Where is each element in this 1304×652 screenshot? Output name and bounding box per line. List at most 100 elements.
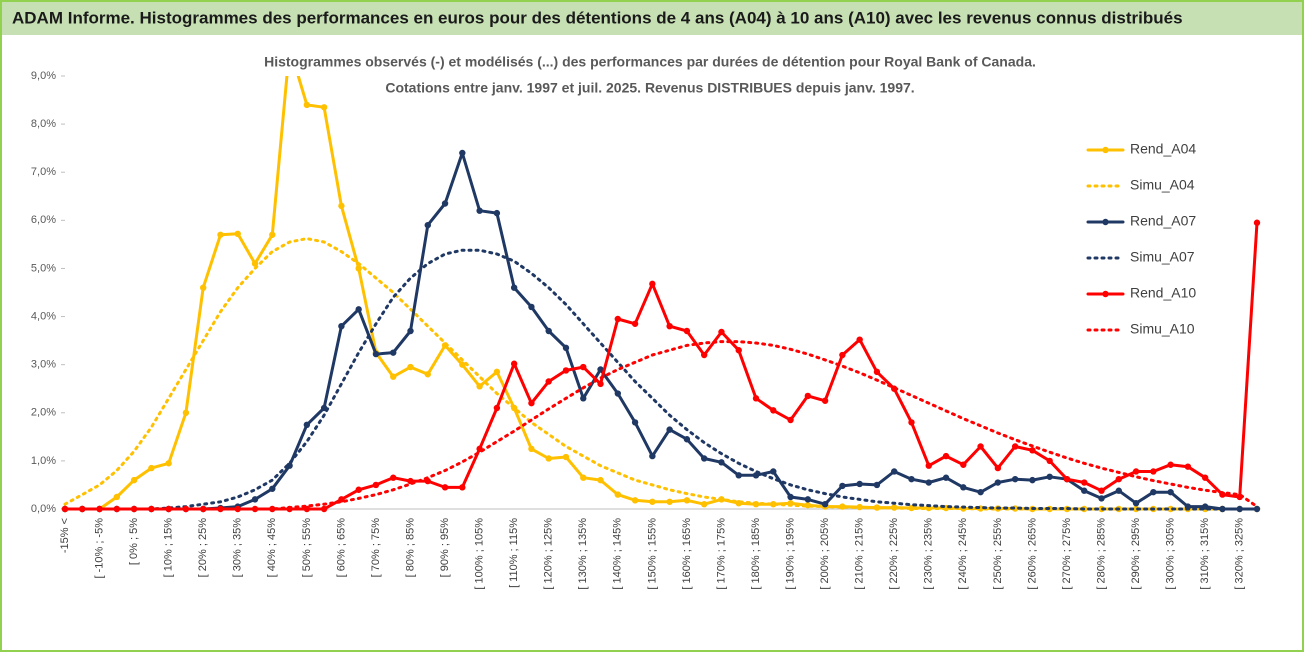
point — [493, 404, 501, 412]
point — [1081, 487, 1088, 494]
point — [234, 505, 241, 513]
legend-label: Rend_A10 — [1130, 285, 1196, 301]
point — [269, 505, 276, 513]
point — [251, 496, 259, 503]
point — [320, 104, 328, 111]
point — [994, 479, 1002, 486]
point — [597, 380, 604, 388]
point — [580, 474, 587, 481]
point — [562, 367, 570, 374]
point — [908, 475, 915, 483]
x-tick-label: [ 170% ; 175% — [715, 518, 727, 590]
point — [1046, 473, 1053, 480]
legend-label: Simu_A07 — [1130, 249, 1195, 265]
x-tick-label: [ 300% ; 305% — [1165, 518, 1177, 590]
point — [459, 149, 466, 157]
x-tick-label: [ 310% ; 315% — [1199, 518, 1211, 590]
point — [942, 474, 950, 481]
x-tick-label: [ 290% ; 295% — [1130, 518, 1142, 590]
point — [856, 480, 863, 488]
point — [424, 221, 431, 229]
y-tick-label: 7,0% — [31, 166, 56, 178]
y-tick-label: 5,0% — [31, 262, 56, 274]
point — [372, 481, 380, 489]
point — [217, 231, 224, 238]
x-tick-label: [ 210% ; 215% — [854, 518, 866, 590]
series-line — [63, 340, 1259, 511]
y-tick-label: 2,0% — [31, 407, 56, 419]
point — [1029, 476, 1036, 484]
point — [338, 322, 345, 330]
point — [338, 202, 345, 210]
legend-marker — [1102, 290, 1109, 298]
point — [130, 476, 138, 484]
x-tick-label: -15% < — [59, 518, 71, 553]
x-tick-label: [ -10% ; -5% — [93, 518, 105, 579]
point — [597, 476, 604, 484]
point — [355, 265, 362, 272]
point — [683, 327, 691, 335]
point — [1011, 443, 1019, 450]
point — [493, 368, 501, 376]
point — [631, 419, 639, 426]
point — [994, 464, 1002, 472]
point — [804, 496, 812, 503]
x-tick-label: [ 20% ; 25% — [197, 518, 209, 578]
point — [1150, 468, 1157, 475]
y-tick-label: 6,0% — [31, 214, 56, 226]
point — [839, 482, 846, 490]
point — [407, 327, 414, 335]
x-tick-label: [ 50% ; 55% — [301, 518, 313, 578]
x-tick-label: [ 130% ; 135% — [577, 518, 589, 590]
point — [1029, 447, 1036, 454]
series-line — [63, 151, 1259, 511]
x-tick-label: [ 320% ; 325% — [1234, 518, 1246, 590]
point — [320, 505, 328, 513]
x-tick-label: [ 60% ; 65% — [335, 518, 347, 578]
point — [631, 320, 639, 327]
point — [614, 390, 622, 397]
point — [303, 421, 311, 429]
point — [113, 493, 121, 501]
point — [1184, 463, 1192, 470]
point — [1132, 505, 1140, 513]
point — [925, 479, 932, 486]
x-tick-label: [ 240% ; 245% — [957, 518, 969, 590]
point — [666, 498, 673, 505]
x-tick-label: [ 40% ; 45% — [266, 518, 278, 578]
point — [562, 344, 570, 352]
point — [459, 361, 466, 368]
point — [960, 461, 967, 468]
point — [770, 468, 777, 475]
x-tick-label: [ 270% ; 275% — [1061, 518, 1073, 590]
point — [390, 474, 397, 481]
y-tick-label: 9,0% — [31, 70, 56, 82]
x-tick-label: [ 220% ; 225% — [888, 518, 900, 590]
x-tick-label: [ 250% ; 255% — [992, 518, 1004, 590]
point — [649, 280, 656, 288]
point — [148, 464, 155, 472]
y-tick-label: 8,0% — [31, 118, 56, 130]
x-tick-label: [ 260% ; 265% — [1026, 518, 1038, 590]
point — [1167, 461, 1174, 468]
point — [1253, 219, 1261, 226]
point — [1132, 500, 1140, 507]
point — [528, 445, 535, 453]
point — [908, 419, 915, 426]
point — [891, 468, 898, 475]
point — [545, 455, 552, 462]
series-line — [63, 237, 1259, 511]
point — [960, 484, 967, 491]
x-tick-label: [ 100% ; 105% — [474, 518, 486, 590]
point — [390, 349, 397, 356]
point — [200, 284, 207, 291]
point — [1098, 487, 1105, 494]
point — [804, 392, 812, 400]
point — [476, 383, 483, 390]
point — [390, 373, 397, 380]
point — [441, 484, 449, 491]
point — [269, 485, 276, 492]
point — [821, 500, 829, 508]
